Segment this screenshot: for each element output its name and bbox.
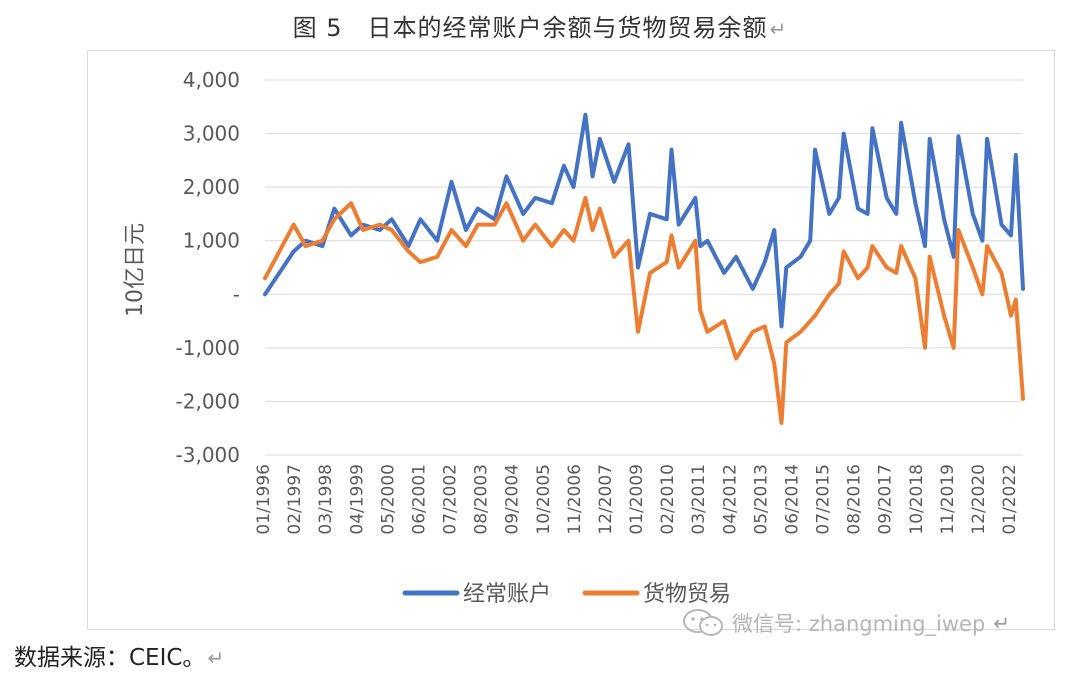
x-tick-label: 10/2018 [907, 464, 927, 535]
y-tick-label: 2,000 [183, 175, 240, 199]
legend: 经常账户 货物贸易 [402, 582, 731, 607]
watermark: 微信号: zhangming_iwep ↵ [682, 608, 1010, 638]
x-tick-label: 09/2004 [503, 464, 523, 535]
y-tick-label: 4,000 [183, 68, 240, 92]
source-text: 数据来源：CEIC。 [14, 645, 206, 671]
series-line-0 [263, 112, 1025, 329]
series-lines [263, 112, 1025, 425]
paragraph-mark-icon: ↵ [207, 646, 225, 670]
x-tick-label: 12/2007 [596, 464, 616, 535]
x-tick-label: 08/2016 [845, 464, 865, 535]
x-tick-label: 08/2003 [472, 464, 492, 535]
y-tick-label: -3,000 [176, 443, 240, 467]
paragraph-mark-icon: ↵ [769, 17, 788, 41]
series-line-1 [263, 195, 1025, 425]
x-tick-label: 12/2020 [969, 464, 989, 535]
y-tick-label: -1,000 [176, 336, 240, 360]
x-tick-label: 11/2019 [938, 464, 958, 535]
x-tick-label: 02/1997 [285, 464, 305, 535]
x-tick-label: 05/2000 [378, 464, 398, 535]
paragraph-mark-icon: ↵ [993, 611, 1011, 635]
x-tick-label: 01/2022 [1000, 464, 1020, 535]
x-tick-label: 11/2006 [565, 464, 585, 535]
y-axis-label: 10亿日元 [123, 223, 148, 317]
y-tick-label: 1,000 [183, 229, 240, 253]
figure-caption: 图 5 日本的经常账户余额与货物贸易余额 ↵ [0, 8, 1080, 43]
y-axis-ticks: 4,000 3,000 2,000 1,000 - -1,000 -2,000 -3,000 [176, 68, 240, 467]
x-tick-label: 07/2002 [441, 464, 461, 535]
x-axis-ticks: 01/1996 02/1997 03/1998 04/1999 05/2000 06/20… [254, 464, 1020, 535]
x-tick-label: 01/2009 [627, 464, 647, 535]
y-tick-label: - [233, 282, 240, 306]
figure-caption-text: 图 5 日本的经常账户余额与货物贸易余额 [292, 14, 768, 42]
wechat-icon [683, 609, 723, 636]
x-tick-label: 10/2005 [534, 464, 554, 535]
x-tick-label: 09/2017 [876, 464, 896, 535]
y-tick-label: 3,000 [183, 122, 240, 146]
x-tick-label: 05/2013 [751, 464, 771, 535]
chart-frame [87, 50, 1055, 630]
y-tick-label: -2,000 [176, 389, 240, 413]
source-note: 数据来源：CEIC。 ↵ [14, 638, 224, 672]
x-tick-label: 04/1999 [347, 464, 367, 535]
x-tick-label: 02/2010 [658, 464, 678, 535]
x-tick-label: 06/2014 [782, 464, 802, 535]
watermark-text: 微信号: zhangming_iwep [732, 612, 986, 636]
x-tick-label: 03/1998 [316, 464, 336, 535]
x-tick-label: 06/2001 [409, 464, 429, 535]
x-tick-label: 01/1996 [254, 464, 274, 535]
x-tick-label: 03/2011 [689, 464, 709, 535]
legend-label: 货物贸易 [643, 582, 731, 607]
legend-label: 经常账户 [463, 582, 551, 607]
x-tick-label: 07/2015 [814, 464, 834, 535]
x-tick-label: 04/2012 [720, 464, 740, 535]
